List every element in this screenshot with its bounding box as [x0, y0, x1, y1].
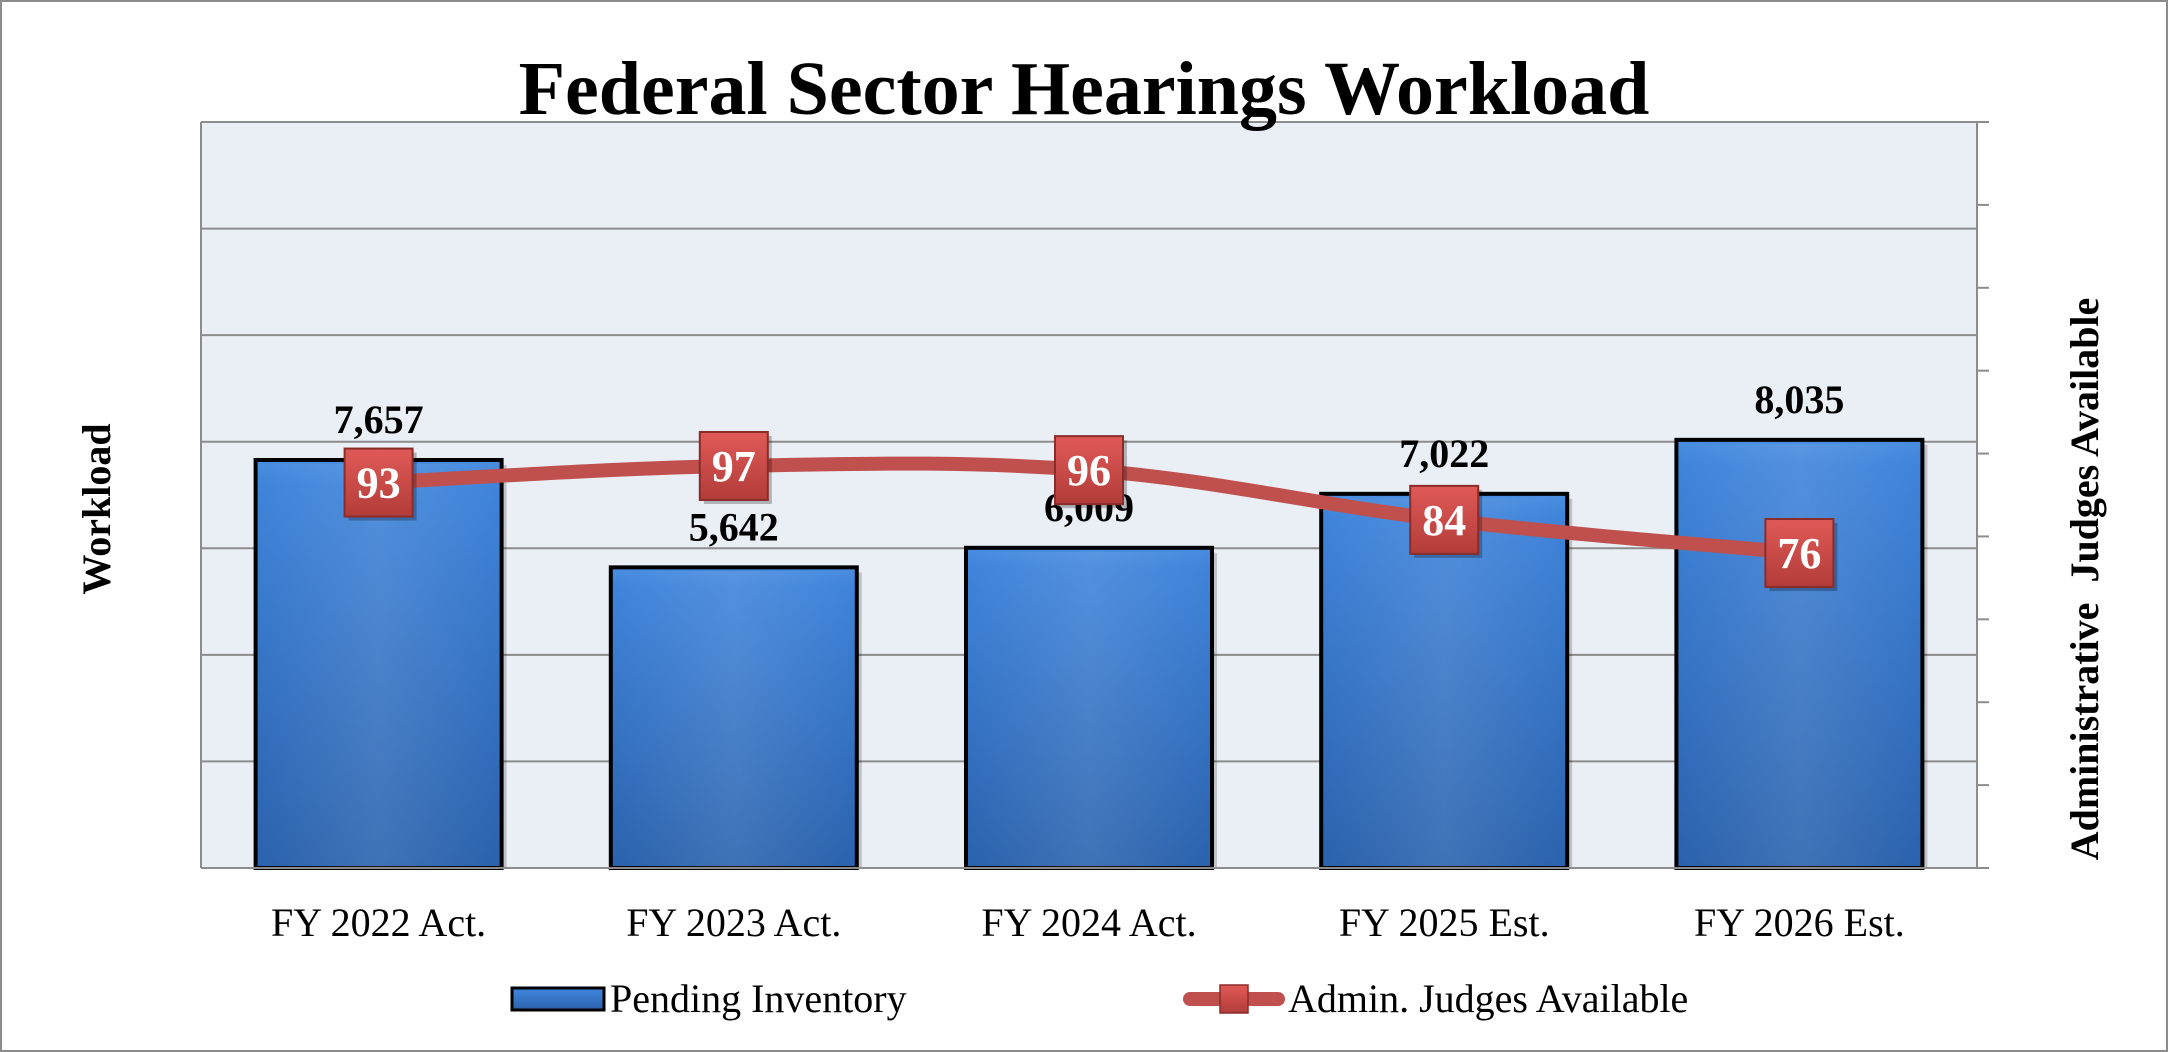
line-marker-1: 93: [343, 447, 417, 521]
line-marker-4: 84: [1409, 484, 1483, 558]
x-tick-label: FY 2023 Act.: [626, 900, 841, 945]
line-marker-5: 76: [1764, 518, 1838, 592]
line-data-label: 76: [1777, 529, 1821, 578]
bar-3: [964, 545, 1217, 870]
bar-data-label: 8,035: [1754, 377, 1844, 422]
y-axis-label: Workload: [74, 423, 119, 594]
legend: Pending Inventory Admin. Judges Availabl…: [510, 976, 1688, 1021]
x-tick-labels: FY 2022 Act. FY 2023 Act. FY 2024 Act. FY 2…: [271, 900, 1905, 945]
bar-highlight: [1680, 443, 1919, 868]
x-tick-label: FY 2025 Est.: [1339, 900, 1550, 945]
x-tick-label: FY 2026 Est.: [1694, 900, 1905, 945]
line-data-label: 93: [357, 459, 401, 508]
chart-title: Federal Sector Hearings Workload: [519, 47, 1650, 131]
bar-data-label: 7,022: [1399, 431, 1489, 476]
bar-data-label: 7,657: [334, 397, 424, 442]
line-data-label: 97: [712, 442, 756, 491]
y2-axis-ticks: [1977, 121, 1989, 869]
legend-swatch-bar: [510, 986, 606, 1012]
legend-item-pending-inventory: Pending Inventory: [510, 976, 907, 1021]
bar-1: [253, 457, 507, 870]
line-marker: [1764, 518, 1835, 589]
line-marker-2: 97: [698, 430, 772, 504]
line-marker: [1054, 435, 1124, 506]
line-marker: [1409, 484, 1480, 555]
line-marker-3: 96: [1054, 435, 1127, 509]
legend-item-admin-judges: Admin. Judges Available: [1183, 976, 1688, 1021]
line-series: 93 97 96 84 76: [343, 430, 1838, 592]
bar-highlight: [259, 463, 498, 868]
legend-label-pending-inventory: Pending Inventory: [610, 976, 907, 1021]
line-data-label: 96: [1067, 446, 1111, 495]
bar-highlight: [614, 571, 853, 868]
line-marker: [698, 430, 769, 501]
x-tick-label: FY 2024 Act.: [981, 900, 1196, 945]
bar-highlight: [1325, 497, 1564, 868]
legend-label-admin-judges: Admin. Judges Available: [1288, 976, 1688, 1021]
bar-2: [608, 565, 862, 870]
y2-axis-label: Administrative Judges Available: [2062, 298, 2107, 861]
bar-highlight: [970, 551, 1208, 868]
line-data-label: 84: [1422, 496, 1466, 545]
legend-swatch-marker: [1219, 984, 1249, 1014]
bar-series: [253, 437, 1928, 870]
bar-5: [1674, 437, 1928, 870]
x-tick-label: FY 2022 Act.: [271, 900, 486, 945]
line-marker: [343, 447, 414, 518]
bar-data-label: 5,642: [689, 504, 779, 549]
